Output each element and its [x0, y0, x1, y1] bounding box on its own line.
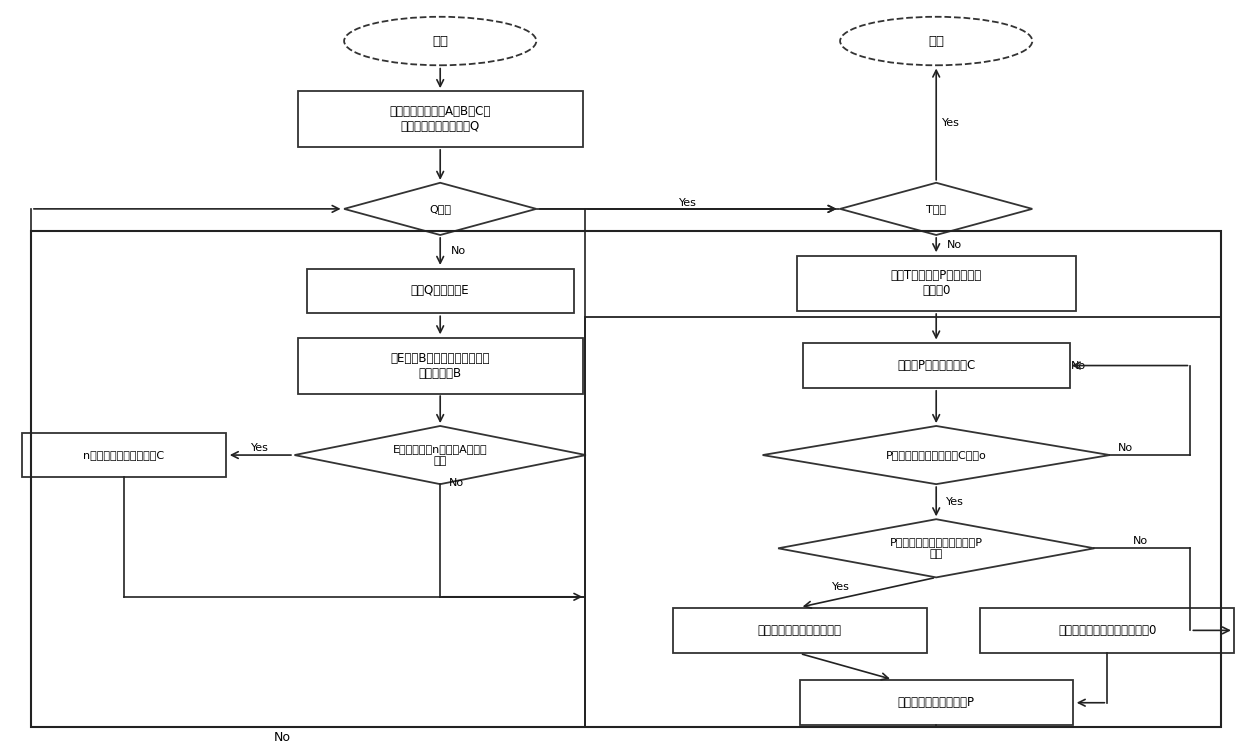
- Text: 开始: 开始: [433, 34, 448, 48]
- Text: No: No: [1133, 536, 1148, 546]
- Text: No: No: [1071, 360, 1086, 371]
- Text: P的较低相邻单元是否在C中且o: P的较低相邻单元是否在C中且o: [885, 450, 987, 460]
- Text: No: No: [947, 239, 962, 250]
- Text: 计算将P的终流向记入C: 计算将P的终流向记入C: [897, 359, 976, 372]
- Text: No: No: [451, 246, 466, 257]
- Text: P的下游单元流向二角是否与P
相同: P的下游单元流向二角是否与P 相同: [890, 538, 982, 559]
- Text: 将流域边缘在数组A、B、C赋
予最终流向并加入队列Q: 将流域边缘在数组A、B、C赋 予最终流向并加入队列Q: [389, 105, 491, 134]
- Text: 结束: 结束: [929, 34, 944, 48]
- Text: 使用下游单元作为新的P: 使用下游单元作为新的P: [898, 696, 975, 709]
- Text: 当E的在B中无值时计算第二可
能方向记入B: 当E的在B中无值时计算第二可 能方向记入B: [391, 351, 490, 380]
- Text: 将高程偏差传递给下游单元: 将高程偏差传递给下游单元: [758, 624, 842, 637]
- Text: Yes: Yes: [832, 582, 849, 592]
- Text: 提取T首个栅格P，初始高程
偏差为0: 提取T首个栅格P，初始高程 偏差为0: [890, 269, 982, 298]
- Text: E的邻近单元n在数组A没有流
向值: E的邻近单元n在数组A没有流 向值: [393, 445, 487, 466]
- Text: Yes: Yes: [946, 497, 963, 507]
- Text: No: No: [1118, 442, 1133, 453]
- Text: Yes: Yes: [252, 442, 269, 453]
- Text: 传递给下游单元的高程偏差为0: 传递给下游单元的高程偏差为0: [1058, 624, 1157, 637]
- Text: Yes: Yes: [942, 118, 960, 128]
- Text: No: No: [274, 730, 291, 744]
- Text: Yes: Yes: [680, 198, 697, 208]
- Text: n最低相邻单元方向指向C: n最低相邻单元方向指向C: [83, 450, 165, 460]
- Text: T为空: T为空: [926, 204, 946, 214]
- Text: No: No: [449, 478, 464, 489]
- Text: 提取Q首个栅格E: 提取Q首个栅格E: [410, 284, 470, 298]
- Text: Q为空: Q为空: [429, 204, 451, 214]
